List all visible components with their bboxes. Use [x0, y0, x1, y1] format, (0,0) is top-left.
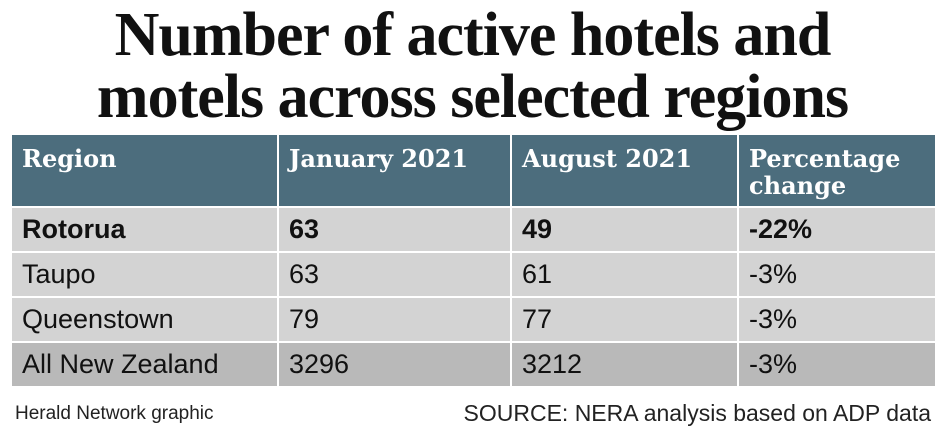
table-cell: Queenstown — [10, 296, 279, 343]
table-cell: 77 — [510, 296, 739, 343]
header-cell: Region — [10, 133, 279, 208]
table-cell: 3296 — [277, 341, 512, 388]
table-cell: -22% — [737, 206, 937, 253]
table-cell: -3% — [737, 251, 937, 298]
header-cell: January 2021 — [277, 133, 512, 208]
source: SOURCE: NERA analysis based on ADP data — [463, 400, 931, 426]
credit: Herald Network graphic — [15, 403, 214, 424]
table-row: All New Zealand 3296 3212 -3% — [10, 341, 937, 388]
table-cell: Taupo — [10, 251, 279, 298]
header-row: Region January 2021 August 2021 Percentage … — [10, 133, 937, 208]
table-cell: -3% — [737, 296, 937, 343]
table-cell: 63 — [277, 251, 512, 298]
table-row: Taupo 63 61 -3% — [10, 251, 937, 298]
header-cell: Percentage change — [737, 133, 937, 208]
table-cell: 79 — [277, 296, 512, 343]
table-cell: 3212 — [510, 341, 739, 388]
title-line: motels across selected regions — [96, 63, 849, 131]
table-row: Rotorua 63 49 -22% — [10, 206, 937, 253]
data-table: Region January 2021 August 2021 Percentage … — [10, 133, 937, 388]
header-cell: August 2021 — [510, 133, 739, 208]
table-row: Queenstown 79 77 -3% — [10, 296, 937, 343]
table-cell: Rotorua — [10, 206, 279, 253]
table-cell: -3% — [737, 341, 937, 388]
table-cell: 49 — [510, 206, 739, 253]
table-cell: 61 — [510, 251, 739, 298]
table-cell: 63 — [277, 206, 512, 253]
table-cell: All New Zealand — [10, 341, 279, 388]
title-line: Number of active hotels and — [114, 1, 832, 69]
